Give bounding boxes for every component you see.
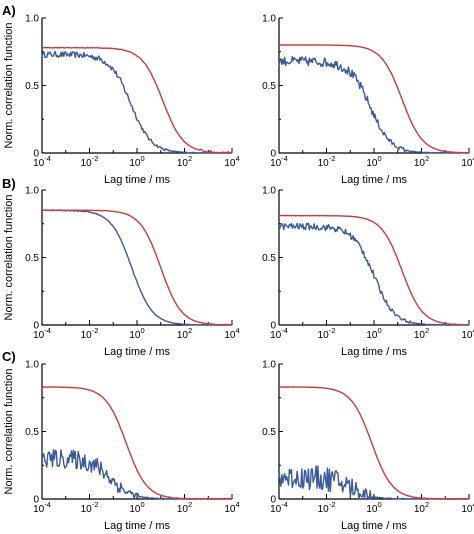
x-tick-label: 100 xyxy=(366,500,381,515)
x-tick-label: 10-2 xyxy=(318,326,336,341)
series-blue-line xyxy=(41,449,233,500)
x-tick-label: 104 xyxy=(461,326,474,341)
series-blue-line xyxy=(278,222,469,326)
series-blue-line xyxy=(278,55,470,154)
x-tick-label: 102 xyxy=(414,326,429,341)
y-tick-label: 1.0 xyxy=(25,360,39,371)
panel-label-a: A) xyxy=(2,3,16,18)
x-tick-label: 100 xyxy=(129,326,144,341)
x-tick-label: 10-2 xyxy=(81,326,99,341)
x-axis-label: Lag time / ms xyxy=(341,520,408,532)
x-tick-label: 10-2 xyxy=(318,154,336,169)
series-red-line xyxy=(42,386,233,500)
y-tick-label: 0 xyxy=(33,321,39,332)
y-tick-label: 1.0 xyxy=(262,360,276,371)
y-tick-label: 0.5 xyxy=(262,253,276,264)
y-tick-label: 0 xyxy=(33,495,39,506)
y-tick-label: 0 xyxy=(270,321,276,332)
y-tick-label: 0 xyxy=(270,495,276,506)
y-axis-label: Norm. correlation function xyxy=(3,23,15,149)
x-tick-label: 104 xyxy=(461,500,474,515)
x-tick-label: 10-2 xyxy=(318,500,336,515)
x-tick-label: 102 xyxy=(414,500,429,515)
x-tick-label: 100 xyxy=(129,154,144,169)
x-tick-label: 100 xyxy=(129,500,144,515)
x-axis-label: Lag time / ms xyxy=(104,174,171,186)
x-tick-label: 104 xyxy=(461,154,474,169)
series-blue-line xyxy=(41,209,233,326)
x-tick-label: 10-2 xyxy=(81,154,99,169)
y-tick-label: 0 xyxy=(270,149,276,160)
x-tick-label: 102 xyxy=(177,500,192,515)
x-tick-label: 104 xyxy=(224,500,239,515)
y-axis-label: Norm. correlation function xyxy=(3,369,15,495)
series-red-line xyxy=(278,386,470,500)
x-tick-label: 100 xyxy=(366,326,381,341)
x-tick-label: 10-2 xyxy=(81,500,99,515)
series-red-line xyxy=(42,209,232,326)
x-tick-label: 102 xyxy=(177,326,192,341)
series-red-line xyxy=(41,46,233,154)
x-axis-label: Lag time / ms xyxy=(341,346,408,358)
x-tick-label: 104 xyxy=(224,326,239,341)
x-tick-label: 102 xyxy=(177,154,192,169)
y-tick-label: 0.5 xyxy=(25,253,39,264)
x-axis-label: Lag time / ms xyxy=(341,174,408,186)
y-tick-label: 0 xyxy=(33,149,39,160)
series-red-line xyxy=(278,214,470,326)
series-blue-line xyxy=(41,50,233,154)
x-axis-label: Lag time / ms xyxy=(104,520,171,532)
y-tick-label: 0.5 xyxy=(25,81,39,92)
y-tick-label: 0.5 xyxy=(262,81,276,92)
x-tick-label: 102 xyxy=(414,154,429,169)
y-axis-label: Norm. correlation function xyxy=(3,195,15,321)
panel-label-b: B) xyxy=(2,176,16,191)
x-axis-label: Lag time / ms xyxy=(104,346,171,358)
x-tick-label: 100 xyxy=(366,154,381,169)
y-tick-label: 1.0 xyxy=(262,14,276,25)
x-tick-label: 104 xyxy=(224,154,239,169)
panel-label-c: C) xyxy=(2,349,16,364)
series-red-line xyxy=(278,44,470,154)
y-tick-label: 0.5 xyxy=(25,427,39,438)
y-tick-label: 1.0 xyxy=(262,186,276,197)
y-tick-label: 0.5 xyxy=(262,427,276,438)
y-tick-label: 1.0 xyxy=(25,186,39,197)
y-tick-label: 1.0 xyxy=(25,14,39,25)
